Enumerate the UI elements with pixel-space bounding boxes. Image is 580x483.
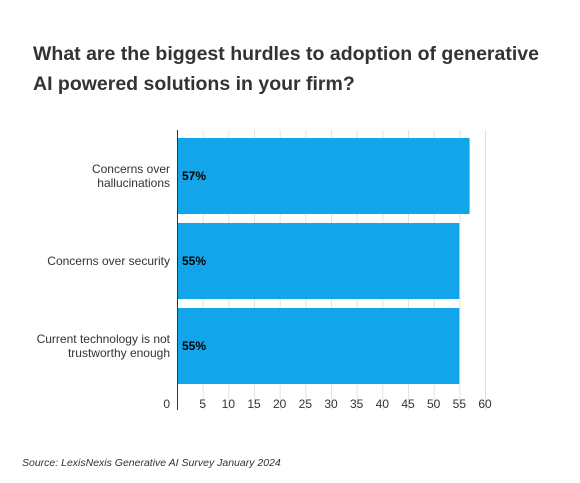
x-tick-label: 35 xyxy=(350,397,364,411)
data-label: 55% xyxy=(182,254,206,268)
chart-title: What are the biggest hurdles to adoption… xyxy=(33,43,539,95)
x-tick-label: 10 xyxy=(222,397,236,411)
x-tick-label: 50 xyxy=(427,397,441,411)
x-tick-label: 20 xyxy=(273,397,287,411)
bar xyxy=(177,223,460,299)
x-tick-label: 0 xyxy=(163,397,170,411)
x-tick-label: 25 xyxy=(299,397,313,411)
data-label: 57% xyxy=(182,169,206,183)
x-tick-label: 15 xyxy=(247,397,261,411)
category-label: Concerns over xyxy=(92,162,170,176)
x-tick-label: 60 xyxy=(478,397,492,411)
x-tick-label: 45 xyxy=(401,397,415,411)
data-labels: 57% 55% 55% xyxy=(182,169,206,353)
data-label: 55% xyxy=(182,339,206,353)
x-tick-label: 5 xyxy=(199,397,206,411)
bar xyxy=(177,308,460,384)
x-tick-label: 30 xyxy=(324,397,338,411)
x-axis-tick-labels: 0 5 10 15 20 25 30 35 40 45 50 55 60 xyxy=(163,397,492,411)
bars xyxy=(177,138,470,384)
category-label: trustworthy enough xyxy=(68,346,170,360)
x-tick-label: 40 xyxy=(376,397,390,411)
x-tick-label: 55 xyxy=(453,397,467,411)
source-note: Source: LexisNexis Generative AI Survey … xyxy=(22,457,281,469)
category-label: Concerns over security xyxy=(47,254,170,268)
category-label: Current technology is not xyxy=(37,332,171,346)
bar xyxy=(177,138,470,214)
category-label: hallucinations xyxy=(97,176,170,190)
